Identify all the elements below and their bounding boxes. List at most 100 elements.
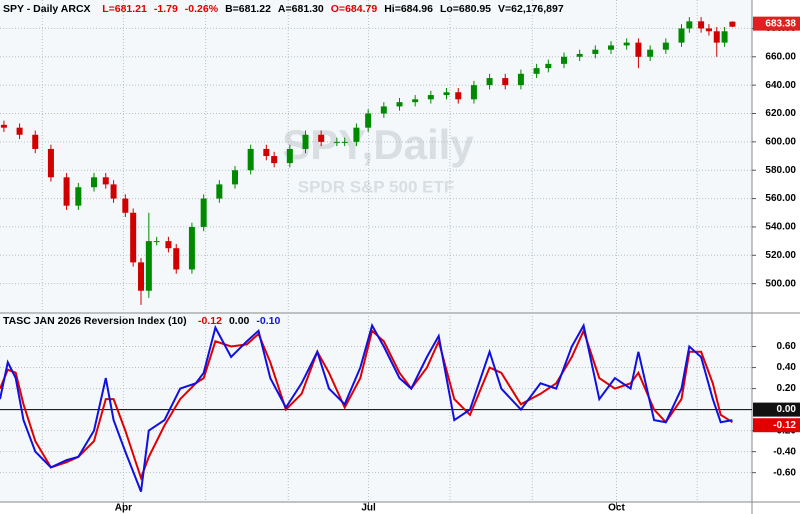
candle-body <box>721 31 728 43</box>
quote-item: -1.79 <box>154 3 178 15</box>
indicator-line <box>0 328 733 481</box>
candle-body <box>412 99 419 103</box>
y-tick-label: -0.40 <box>773 446 796 457</box>
candle-body <box>647 49 654 57</box>
watermark: SPY,Daily <box>282 121 474 168</box>
candle-body <box>608 45 614 50</box>
candle-body <box>173 248 180 270</box>
candle-body <box>662 42 669 50</box>
quote-item: B=681.22 <box>225 3 271 15</box>
last-price-tag <box>753 16 800 31</box>
last-value-tag <box>753 418 800 433</box>
candle-body <box>32 134 39 149</box>
legend-entry: 0.00 <box>229 315 250 327</box>
quote-item: -0.26% <box>185 3 219 15</box>
x-tick-label: Apr <box>115 503 132 514</box>
last-price-label: 683.38 <box>765 18 796 29</box>
quote-item: L=681.21 <box>102 3 147 15</box>
candle-body <box>380 106 387 114</box>
candle-body <box>110 184 117 199</box>
candle-body <box>0 124 7 128</box>
y-tick-label: 560.00 <box>765 193 796 204</box>
x-tick-label: Oct <box>608 503 625 514</box>
candle-body <box>138 262 144 291</box>
last-value-label: -0.12 <box>773 420 796 431</box>
candle-body <box>165 241 172 249</box>
candle-body <box>247 148 254 171</box>
y-tick-label: 580.00 <box>765 165 796 176</box>
candle-body <box>396 102 403 107</box>
y-tick-label: -0.60 <box>773 467 796 478</box>
candle-body <box>686 21 693 29</box>
quote-item: Hi=684.96 <box>384 3 433 15</box>
candle-body <box>341 141 348 143</box>
quote-item: A=681.30 <box>278 3 324 15</box>
candle-body <box>443 92 450 96</box>
watermark-subtitle: SPDR S&P 500 ETF <box>298 177 455 196</box>
candle-body <box>286 148 293 164</box>
candle-body <box>545 63 552 69</box>
x-tick-label: Jul <box>361 503 376 514</box>
candle-body <box>263 148 270 157</box>
candle-body <box>561 56 567 64</box>
chart-title: SPY - Daily ARCX <box>3 3 91 15</box>
y-tick-label: 540.00 <box>765 222 796 233</box>
candle-body <box>486 78 493 86</box>
legend-entry: -0.12 <box>198 315 222 327</box>
y-tick-label: 660.00 <box>765 51 796 62</box>
candle-body <box>455 92 462 100</box>
candle-body <box>623 42 630 46</box>
candle-body <box>47 148 54 178</box>
candle-body <box>63 177 70 206</box>
candle-body <box>729 21 736 27</box>
candle-body <box>635 42 642 57</box>
candle-body <box>502 78 509 86</box>
candle-body <box>517 73 524 86</box>
candle-body <box>75 187 82 206</box>
y-tick-label: 620.00 <box>765 108 796 119</box>
candle-body <box>216 184 223 199</box>
reference-tag <box>753 402 800 417</box>
candle-body <box>576 53 583 57</box>
candle-body <box>333 141 340 143</box>
candle-body <box>145 241 152 291</box>
candle-body <box>427 95 434 100</box>
candle-body <box>302 134 309 149</box>
y-tick-label: 640.00 <box>765 80 796 91</box>
reference-tag-label: 0.00 <box>777 404 797 415</box>
indicator-line <box>0 322 733 492</box>
quote-item: O=684.79 <box>331 3 378 15</box>
candle-body <box>130 212 137 263</box>
candle-body <box>16 127 23 135</box>
candle-body <box>200 198 207 227</box>
candle-body <box>713 31 720 43</box>
candle-body <box>102 177 109 185</box>
candle-body <box>470 85 477 100</box>
candle-body <box>698 21 705 29</box>
y-tick-label: 600.00 <box>765 136 796 147</box>
y-tick-label: 520.00 <box>765 250 796 261</box>
y-tick-label: 500.00 <box>765 278 796 289</box>
candle-body <box>705 28 712 32</box>
candle-body <box>353 127 360 142</box>
candle-body <box>318 134 325 142</box>
indicator-title: TASC JAN 2026 Reversion Index (10) <box>3 315 187 327</box>
candle-body <box>153 241 160 243</box>
candle-body <box>271 156 278 164</box>
plot-background <box>0 0 752 502</box>
quote-item: V=62,176,897 <box>498 3 564 15</box>
candle-body <box>91 177 97 188</box>
candle-body <box>232 170 238 185</box>
candle-body <box>365 113 372 128</box>
candle-body <box>122 198 129 213</box>
candle-body <box>533 68 540 74</box>
y-tick-label: 0.40 <box>777 362 797 373</box>
candle-body <box>592 49 599 54</box>
y-tick-label: 0.20 <box>777 383 797 394</box>
legend-entry: -0.10 <box>256 315 280 327</box>
y-tick-label: 0.60 <box>777 341 797 352</box>
candle-body <box>188 226 195 270</box>
candle-body <box>678 28 685 43</box>
quote-item: Lo=680.95 <box>440 3 491 15</box>
